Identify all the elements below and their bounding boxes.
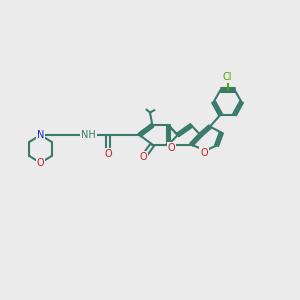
- Text: O: O: [168, 142, 176, 153]
- Text: NH: NH: [81, 130, 96, 140]
- Text: Cl: Cl: [223, 72, 232, 82]
- Text: N: N: [37, 130, 44, 140]
- Text: O: O: [104, 148, 112, 159]
- Text: O: O: [200, 148, 208, 158]
- Text: O: O: [139, 152, 147, 162]
- Text: O: O: [37, 158, 44, 168]
